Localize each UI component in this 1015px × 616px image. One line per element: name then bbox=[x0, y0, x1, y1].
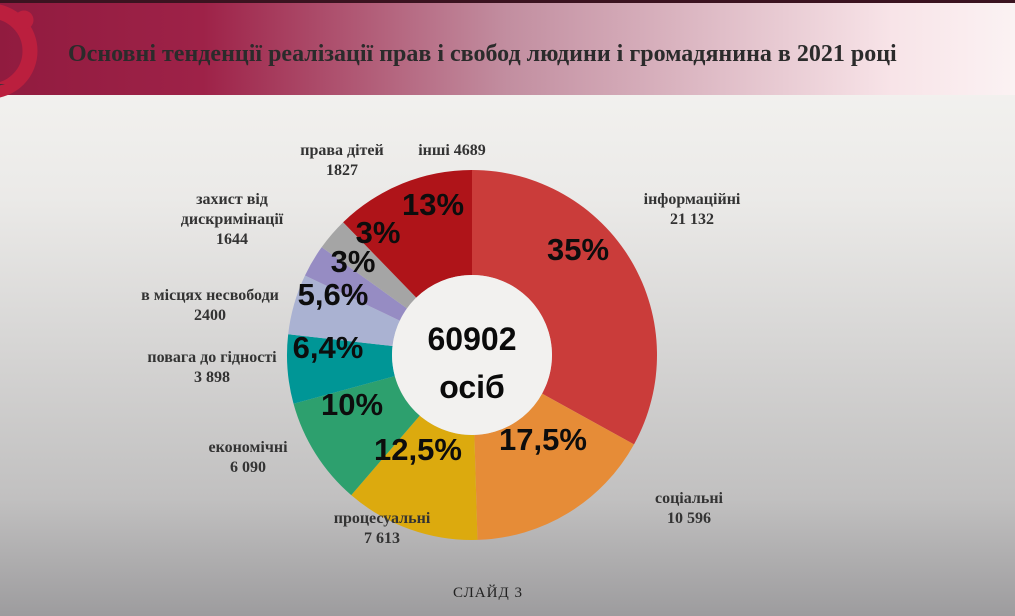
svg-text:5,6%: 5,6% bbox=[298, 277, 369, 312]
svg-text:17,5%: 17,5% bbox=[499, 422, 587, 457]
svg-text:процесуальні: процесуальні bbox=[334, 510, 431, 527]
svg-text:6 090: 6 090 bbox=[230, 459, 266, 476]
svg-text:10 596: 10 596 bbox=[667, 510, 711, 527]
svg-text:35%: 35% bbox=[547, 232, 609, 267]
svg-text:12,5%: 12,5% bbox=[374, 432, 462, 467]
svg-text:економічні: економічні bbox=[208, 439, 288, 456]
svg-text:соціальні: соціальні bbox=[655, 490, 724, 507]
svg-text:1644: 1644 bbox=[216, 231, 248, 248]
svg-text:в місцях несвободи: в місцях несвободи bbox=[141, 287, 279, 304]
svg-text:7 613: 7 613 bbox=[364, 530, 400, 547]
svg-text:інформаційні: інформаційні bbox=[644, 191, 741, 208]
svg-text:3 898: 3 898 bbox=[194, 369, 230, 386]
svg-text:осіб: осіб bbox=[439, 369, 505, 405]
svg-text:захист від: захист від bbox=[196, 191, 268, 208]
svg-text:10%: 10% bbox=[321, 387, 383, 422]
svg-text:1827: 1827 bbox=[326, 162, 358, 179]
svg-text:3%: 3% bbox=[356, 215, 401, 250]
svg-text:21 132: 21 132 bbox=[670, 211, 714, 228]
svg-text:60902: 60902 bbox=[428, 321, 517, 357]
svg-text:дискримінації: дискримінації bbox=[181, 211, 284, 228]
svg-text:6,4%: 6,4% bbox=[293, 330, 364, 365]
svg-text:13%: 13% bbox=[402, 187, 464, 222]
svg-text:2400: 2400 bbox=[194, 307, 226, 324]
svg-text:повага до гідності: повага до гідності bbox=[147, 349, 277, 366]
svg-text:інші 4689: інші 4689 bbox=[418, 142, 486, 159]
svg-text:права дітей: права дітей bbox=[300, 142, 383, 159]
